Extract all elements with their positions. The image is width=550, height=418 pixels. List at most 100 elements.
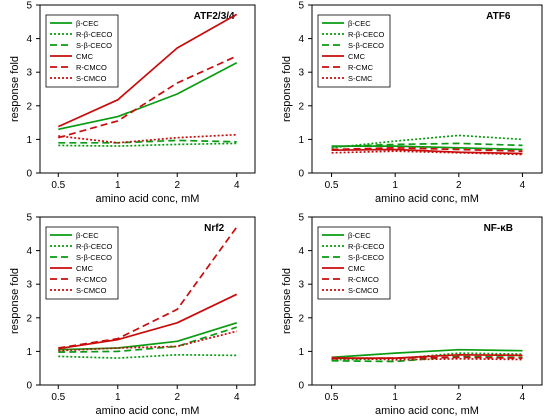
x-tick-label: 2 xyxy=(174,180,180,191)
panel-title: ATF2/3/4 xyxy=(194,11,235,22)
y-tick-label: 1 xyxy=(298,347,304,358)
legend-box xyxy=(45,226,119,300)
plot-frame xyxy=(39,4,256,174)
plot-frame xyxy=(311,216,543,386)
x-tick-label: 1 xyxy=(392,180,398,191)
x-tick-label: 0.5 xyxy=(325,392,339,403)
y-tick-label: 1 xyxy=(298,135,304,146)
plot-frame xyxy=(311,4,543,174)
series-line xyxy=(58,293,238,350)
x-tick-label: 1 xyxy=(115,392,121,403)
panel-title: NF-κB xyxy=(484,223,513,234)
series-line xyxy=(58,321,237,351)
x-axis-label: amino acid conc, mM xyxy=(375,193,479,205)
legend-box xyxy=(317,14,391,88)
y-axis-label: response fold xyxy=(9,268,21,334)
series-line xyxy=(331,146,523,153)
y-tick-label: 0 xyxy=(26,381,32,392)
legend-label: CMC xyxy=(76,52,94,61)
series-line xyxy=(58,142,237,147)
y-tick-label: 4 xyxy=(26,246,32,257)
legend-label: β-CEC xyxy=(348,19,371,28)
x-tick-label: 4 xyxy=(520,180,526,191)
x-tick-label: 4 xyxy=(520,392,526,403)
legend-label: S-β-CECO xyxy=(348,41,384,50)
y-tick-label: 5 xyxy=(298,213,304,224)
legend-label: S-β-CECO xyxy=(76,41,112,50)
y-tick-label: 2 xyxy=(298,101,304,112)
legend-label: β-CEC xyxy=(76,231,99,240)
x-tick-label: 2 xyxy=(456,392,462,403)
y-tick-label: 3 xyxy=(298,68,304,79)
series-line xyxy=(58,330,237,352)
y-tick-label: 5 xyxy=(298,1,304,12)
x-tick-label: 2 xyxy=(456,180,462,191)
legend-box xyxy=(45,14,119,88)
x-tick-label: 0.5 xyxy=(51,180,65,191)
series-line xyxy=(58,62,238,131)
series-line xyxy=(58,326,237,353)
y-tick-label: 3 xyxy=(298,280,304,291)
y-tick-label: 4 xyxy=(298,246,304,257)
chart-panel-1: 0 1 2 3 4 5 0.5 1 2 4 amino acid conc, mM response … xyxy=(9,1,256,205)
x-axis-label: amino acid conc, mM xyxy=(375,405,479,417)
series-line xyxy=(331,348,523,359)
y-tick-label: 3 xyxy=(26,280,32,291)
x-tick-label: 4 xyxy=(234,392,240,403)
y-tick-label: 0 xyxy=(298,169,304,180)
series-line xyxy=(58,133,237,144)
chart-panel-2: 0 1 2 3 4 5 0.5 1 2 4 amino acid conc, mM response … xyxy=(281,1,543,205)
y-tick-label: 4 xyxy=(26,34,32,45)
series-line xyxy=(58,139,237,144)
panel-title: Nrf2 xyxy=(204,223,224,234)
y-tick-label: 5 xyxy=(26,1,32,12)
x-axis-label: amino acid conc, mM xyxy=(96,405,200,417)
legend-label: CMC xyxy=(348,264,366,273)
legend: β-CEC R-β-CECO S-β-CECO CMC R-CMCO S-CMCO xyxy=(317,226,391,300)
series-line xyxy=(58,353,237,359)
y-tick-label: 1 xyxy=(26,347,32,358)
series-line xyxy=(58,226,238,349)
chart-panel-4: 0 1 2 3 4 5 0.5 1 2 4 amino acid conc, mM response … xyxy=(281,213,543,417)
y-tick-label: 1 xyxy=(26,135,32,146)
y-tick-label: 2 xyxy=(298,313,304,324)
legend-label: R-β-CECO xyxy=(76,30,113,39)
legend-label: R-β-CECO xyxy=(76,242,113,251)
panel-title: ATF6 xyxy=(486,11,511,22)
legend-label: S-CMC xyxy=(348,74,373,83)
y-tick-label: 0 xyxy=(298,381,304,392)
y-tick-label: 2 xyxy=(26,313,32,324)
series-line xyxy=(57,13,238,128)
legend: β-CEC R-β-CECO S-β-CECO CMC R-CMCO S-CMCO xyxy=(45,14,119,88)
series-line xyxy=(331,356,523,360)
plot-frame xyxy=(39,216,256,386)
y-tick-label: 3 xyxy=(26,68,32,79)
chart-panel-3: 0 1 2 3 4 5 0.5 1 2 4 amino acid conc, mM response … xyxy=(9,213,256,417)
legend-label: S-β-CECO xyxy=(76,253,112,262)
x-tick-label: 0.5 xyxy=(325,180,339,191)
legend-label: CMC xyxy=(348,52,366,61)
series-line xyxy=(331,353,523,359)
legend-label: R-CMCO xyxy=(76,275,107,284)
x-tick-label: 0.5 xyxy=(51,392,65,403)
legend: β-CEC R-β-CECO S-β-CECO CMC R-CMC S-CMC xyxy=(317,14,391,88)
x-tick-label: 2 xyxy=(174,392,180,403)
legend-label: β-CEC xyxy=(76,19,99,28)
y-tick-label: 5 xyxy=(26,213,32,224)
legend-label: R-CMCO xyxy=(348,275,379,284)
legend-label: S-CMCO xyxy=(76,74,107,83)
legend: β-CEC R-β-CECO S-β-CECO CMC R-CMCO S-CMCO xyxy=(45,226,119,300)
x-tick-label: 1 xyxy=(392,392,398,403)
series-line xyxy=(331,145,523,151)
legend-label: S-β-CECO xyxy=(348,253,384,262)
legend-label: R-β-CECO xyxy=(348,30,385,39)
legend-label: R-CMC xyxy=(348,63,374,72)
series-line xyxy=(331,148,523,155)
y-tick-label: 0 xyxy=(26,169,32,180)
y-axis-label: response fold xyxy=(281,56,293,122)
y-tick-label: 4 xyxy=(298,34,304,45)
y-tick-label: 2 xyxy=(26,101,32,112)
y-axis-label: response fold xyxy=(9,56,21,122)
legend-label: S-CMCO xyxy=(348,286,379,295)
